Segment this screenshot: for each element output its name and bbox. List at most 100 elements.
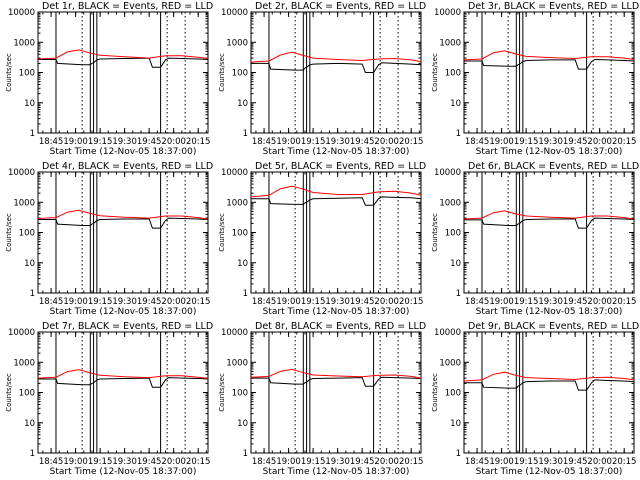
series-events [38, 217, 209, 229]
x-tick-label: 19:45 [137, 137, 162, 147]
y-axis-label: Counts/sec [218, 213, 226, 252]
panel-title: Det 5r, BLACK = Events, RED = LLD [255, 161, 426, 172]
x-tick-label: 19:00 [276, 297, 301, 307]
x-tick-label: 19:00 [489, 137, 514, 147]
y-tick-label: 10000 [221, 328, 248, 338]
series-lld [250, 368, 422, 379]
y-tick-label: 1 [243, 449, 248, 459]
y-tick-label: 1000 [226, 198, 248, 208]
x-tick-label: 19:30 [112, 137, 137, 147]
x-tick-label: 19:15 [88, 137, 113, 147]
y-axis-label: Counts/sec [5, 53, 13, 92]
y-axis-label: Counts/sec [431, 213, 439, 252]
y-tick-label: 1 [243, 129, 248, 139]
x-tick-label: 19:00 [276, 457, 301, 467]
panel-title: Det 2r, BLACK = Events, RED = LLD [255, 1, 426, 12]
x-tick-label: 20:15 [399, 457, 424, 467]
plot-frame [463, 331, 635, 454]
panel-title: Det 6r, BLACK = Events, RED = LLD [468, 161, 639, 172]
x-tick-label: 19:45 [563, 457, 588, 467]
x-tick-label: 19:15 [514, 137, 539, 147]
y-tick-label: 10000 [221, 8, 248, 18]
y-tick-label: 100 [445, 229, 461, 239]
series-events [464, 58, 635, 70]
series-events [464, 217, 635, 229]
x-tick-label: 19:30 [325, 137, 350, 147]
x-tick-label: 18:45 [465, 297, 490, 307]
series-lld [37, 49, 209, 60]
y-tick-label: 100 [232, 389, 248, 399]
x-axis-label: Start Time (12-Nov-05 18:37:00) [50, 147, 197, 157]
y-tick-label: 10 [24, 99, 35, 109]
y-tick-label: 1 [243, 289, 248, 299]
series-lld [250, 185, 422, 198]
panel-title: Det 7r, BLACK = Events, RED = LLD [42, 321, 213, 332]
panel-title: Det 8r, BLACK = Events, RED = LLD [255, 321, 426, 332]
x-tick-label: 19:45 [137, 457, 162, 467]
x-tick-label: 20:15 [186, 137, 211, 147]
y-tick-label: 1000 [13, 38, 35, 48]
x-axis-label: Start Time (12-Nov-05 18:37:00) [263, 147, 410, 157]
x-tick-label: 19:45 [350, 297, 375, 307]
x-axis-label: Start Time (12-Nov-05 18:37:00) [476, 147, 623, 157]
panel-title: Det 1r, BLACK = Events, RED = LLD [42, 1, 213, 12]
plot-frame [463, 11, 635, 134]
x-tick-label: 19:00 [63, 137, 88, 147]
x-tick-label: 18:45 [252, 137, 277, 147]
series-events [251, 62, 422, 73]
y-tick-label: 10 [24, 419, 35, 429]
plot-frame [463, 171, 635, 294]
x-tick-label: 20:00 [587, 297, 612, 307]
panel-det-7: Det 7r, BLACK = Events, RED = LLD 1 10 100 1… [5, 321, 213, 477]
x-tick-label: 19:15 [301, 137, 326, 147]
x-axis-label: Start Time (12-Nov-05 18:37:00) [263, 467, 410, 477]
x-tick-label: 20:00 [374, 297, 399, 307]
plot-frame [250, 11, 422, 134]
x-tick-label: 19:15 [301, 297, 326, 307]
x-tick-label: 19:45 [350, 457, 375, 467]
x-tick-label: 20:00 [161, 457, 186, 467]
y-tick-label: 10 [450, 99, 461, 109]
x-tick-label: 20:15 [612, 297, 637, 307]
x-tick-label: 19:45 [350, 137, 375, 147]
x-tick-label: 18:45 [39, 137, 64, 147]
y-tick-label: 1 [30, 449, 35, 459]
y-tick-label: 10 [450, 259, 461, 269]
x-tick-label: 20:15 [399, 137, 424, 147]
x-tick-label: 18:45 [252, 457, 277, 467]
plot-frame [250, 331, 422, 454]
x-tick-label: 19:45 [137, 297, 162, 307]
x-tick-label: 20:00 [161, 297, 186, 307]
panel-det-4: Det 4r, BLACK = Events, RED = LLD 1 10 100 1… [5, 161, 213, 317]
y-tick-label: 1 [30, 129, 35, 139]
plot-frame [37, 11, 209, 134]
series-lld [463, 210, 635, 220]
x-tick-label: 19:30 [538, 457, 563, 467]
y-tick-label: 1000 [439, 358, 461, 368]
y-tick-label: 100 [19, 69, 35, 79]
series-lld [463, 50, 635, 61]
plot-frame [250, 171, 422, 294]
x-tick-label: 19:45 [563, 137, 588, 147]
panel-det-8: Det 8r, BLACK = Events, RED = LLD 1 10 100 1… [218, 321, 426, 477]
x-tick-label: 19:30 [325, 457, 350, 467]
x-axis-label: Start Time (12-Nov-05 18:37:00) [50, 467, 197, 477]
series-lld [37, 369, 209, 379]
y-tick-label: 100 [19, 229, 35, 239]
x-tick-label: 19:30 [325, 297, 350, 307]
x-tick-label: 19:45 [563, 297, 588, 307]
x-tick-label: 19:00 [276, 137, 301, 147]
x-tick-label: 20:15 [399, 297, 424, 307]
y-tick-label: 100 [445, 389, 461, 399]
panel-det-2: Det 2r, BLACK = Events, RED = LLD 1 10 100 1… [218, 1, 426, 157]
series-lld [463, 371, 635, 382]
panel-det-1: Det 1r, BLACK = Events, RED = LLD 1 10 100 1… [5, 1, 213, 157]
x-axis-label: Start Time (12-Nov-05 18:37:00) [476, 307, 623, 317]
y-tick-label: 1000 [439, 198, 461, 208]
series-events [38, 57, 209, 68]
y-tick-label: 10 [450, 419, 461, 429]
x-tick-label: 19:30 [112, 457, 137, 467]
panel-title: Det 9r, BLACK = Events, RED = LLD [468, 321, 639, 332]
x-tick-label: 19:00 [489, 457, 514, 467]
